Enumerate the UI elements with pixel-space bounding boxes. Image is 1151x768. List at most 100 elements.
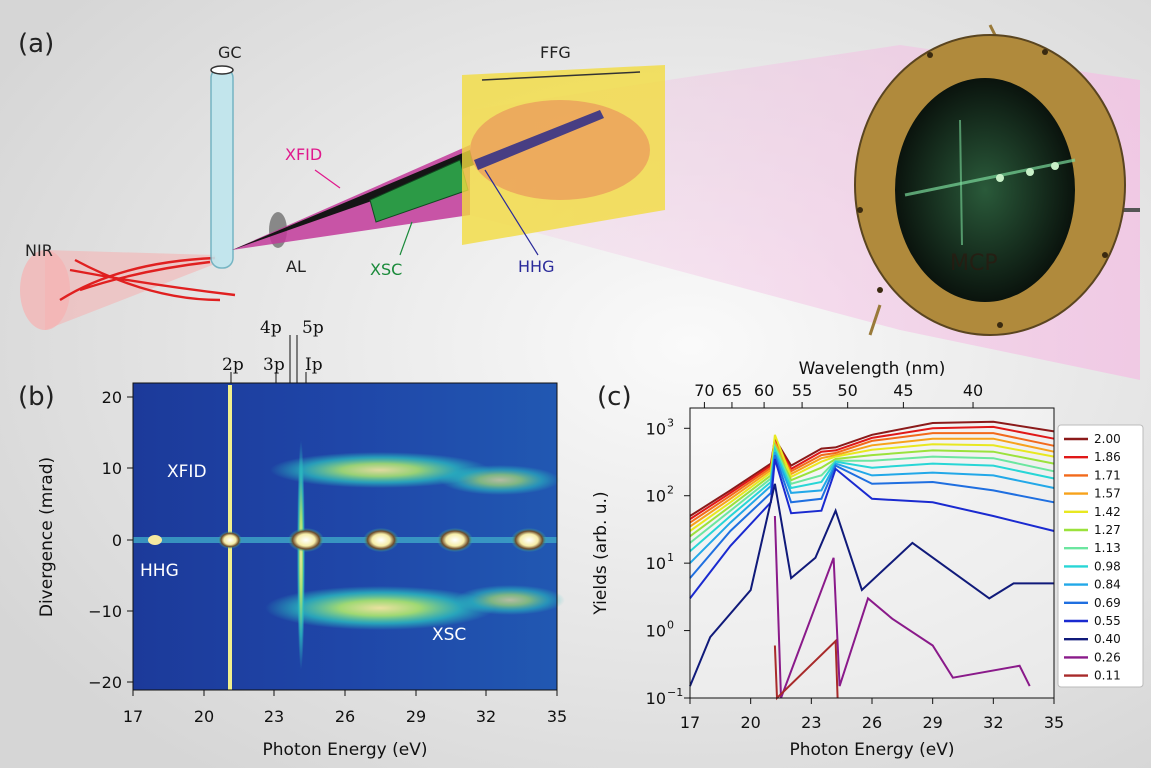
legend-label: 0.11 xyxy=(1094,669,1121,683)
state-label-ip: Ip xyxy=(305,355,323,375)
top-tick-label: 50 xyxy=(837,381,857,400)
ytick-label: 20 xyxy=(102,388,122,407)
legend-label: 1.42 xyxy=(1094,505,1121,519)
ytick-label: 10 xyxy=(102,459,122,478)
panel-b: (b) XFID HHG XSC 2p xyxy=(18,318,567,760)
panel-b-xticks: 17 20 23 26 29 32 35 xyxy=(123,690,567,726)
panel-b-label: (b) xyxy=(18,382,55,412)
al-label: AL xyxy=(286,257,306,276)
hhg-spot xyxy=(363,528,399,552)
xfid-annotation: XFID xyxy=(167,462,207,482)
panel-c: (c) 70 65 60 55 50 45 40 Wavelength (nm) 17 20 2… xyxy=(591,359,1144,760)
legend-label: 2.00 xyxy=(1094,432,1121,446)
ytick-label: 10 xyxy=(646,689,666,708)
hhg-annotation: HHG xyxy=(140,561,179,581)
nir-label: NIR xyxy=(25,241,53,260)
spectrum-line-0.40 xyxy=(689,483,1054,687)
xtick-label: 26 xyxy=(862,713,882,732)
upper-xsc-band xyxy=(270,452,490,488)
xtick-label: 20 xyxy=(740,713,760,732)
spectrum-line-0.55 xyxy=(689,458,1055,600)
panel-b-xlabel: Photon Energy (eV) xyxy=(263,740,428,760)
top-tick-label: 70 xyxy=(694,381,714,400)
xtick-label: 26 xyxy=(335,707,355,726)
xfid-label: XFID xyxy=(285,145,322,164)
legend-label: 1.86 xyxy=(1094,450,1121,464)
legend-label: 1.13 xyxy=(1094,541,1121,555)
xfid-pointer xyxy=(314,169,341,189)
panel-b-ylabel: Divergence (mrad) xyxy=(37,457,57,617)
hhg-axis-line xyxy=(133,537,557,543)
xfid-cone xyxy=(232,145,470,250)
hhg-spot xyxy=(511,528,547,552)
top-tick-label: 45 xyxy=(893,381,913,400)
wavelength-axis-label: Wavelength (nm) xyxy=(799,359,946,379)
ytick-label: 10 xyxy=(646,419,666,438)
ffg-label: FFG xyxy=(540,43,571,62)
ffg-filter xyxy=(462,65,665,245)
hhg-spot xyxy=(218,531,242,549)
ytick-exponent: −1 xyxy=(667,686,683,699)
top-tick-label: 55 xyxy=(792,381,812,400)
spectrum-line-1.71 xyxy=(689,432,1055,524)
upper-xsc-band-tail xyxy=(440,465,560,495)
xsc-annotation: XSC xyxy=(432,625,466,645)
xsc-label: XSC xyxy=(370,260,402,279)
state-label-2p: 2p xyxy=(222,355,244,375)
spectrum-line-1.42 xyxy=(689,434,1055,532)
mcp-detector xyxy=(854,24,1140,336)
ytick-label: 10 xyxy=(646,487,666,506)
spectrum-series-group xyxy=(689,420,1055,701)
hhg-label: HHG xyxy=(518,257,554,276)
schematic-panel: (a) GC AL XFID NIR XSC xyxy=(18,24,1140,380)
hhg-spot xyxy=(148,535,162,545)
legend-label: 1.27 xyxy=(1094,523,1121,537)
xtick-label: 23 xyxy=(801,713,821,732)
top-tick-label: 65 xyxy=(722,381,742,400)
spectrum-line-2.00 xyxy=(689,420,1055,517)
panel-a-label: (a) xyxy=(18,29,54,59)
xtick-label: 35 xyxy=(1044,713,1064,732)
xtick-label: 32 xyxy=(983,713,1003,732)
xtick-label: 29 xyxy=(922,713,942,732)
panel-c-ylabel: Yields (arb. u.) xyxy=(591,491,611,615)
spectrum-line-0.84 xyxy=(689,451,1055,564)
lower-xsc-band-tail xyxy=(455,585,565,615)
ytick-exponent: 0 xyxy=(667,619,674,632)
legend-box xyxy=(1057,424,1144,688)
lower-xsc-band xyxy=(265,586,495,630)
ytick-label: −10 xyxy=(88,602,122,621)
legend-label: 0.26 xyxy=(1094,650,1121,664)
xsc-pointer xyxy=(399,221,413,256)
spectrum-plot-area xyxy=(690,408,1054,698)
ip-line xyxy=(297,440,305,670)
ytick-exponent: 2 xyxy=(667,484,674,497)
top-tick-label: 60 xyxy=(754,381,774,400)
ytick-label: −20 xyxy=(88,673,122,692)
hhg-spot xyxy=(437,528,473,552)
spectrum-line-0.69 xyxy=(689,454,1055,579)
xtick-label: 29 xyxy=(406,707,426,726)
gc-label: GC xyxy=(218,43,242,62)
state-label-4p: 4p xyxy=(260,318,282,338)
ytick-label: 10 xyxy=(646,622,666,641)
legend-label: 0.55 xyxy=(1094,614,1121,628)
legend-label: 0.84 xyxy=(1094,578,1121,592)
wavelength-axis: 70 65 60 55 50 45 40 xyxy=(694,381,983,408)
xtick-label: 32 xyxy=(476,707,496,726)
panel-c-xlabel: Photon Energy (eV) xyxy=(790,740,955,760)
xtick-label: 17 xyxy=(680,713,700,732)
nir-cone xyxy=(20,250,236,330)
state-markers: 2p 3p 4p 5p Ip xyxy=(222,318,324,383)
hhg-beam xyxy=(232,150,474,250)
state-label-5p: 5p xyxy=(302,318,324,338)
xtick-label: 20 xyxy=(194,707,214,726)
spectrum-line-1.86 xyxy=(689,425,1055,520)
panel-b-yticks: 20 10 0 −10 −20 xyxy=(88,388,133,692)
spectrum-line-1.27 xyxy=(689,441,1055,538)
ytick-label: 10 xyxy=(646,554,666,573)
xtick-label: 23 xyxy=(264,707,284,726)
spectrum-line-1.13 xyxy=(689,443,1055,544)
ytick-exponent: 1 xyxy=(667,551,674,564)
